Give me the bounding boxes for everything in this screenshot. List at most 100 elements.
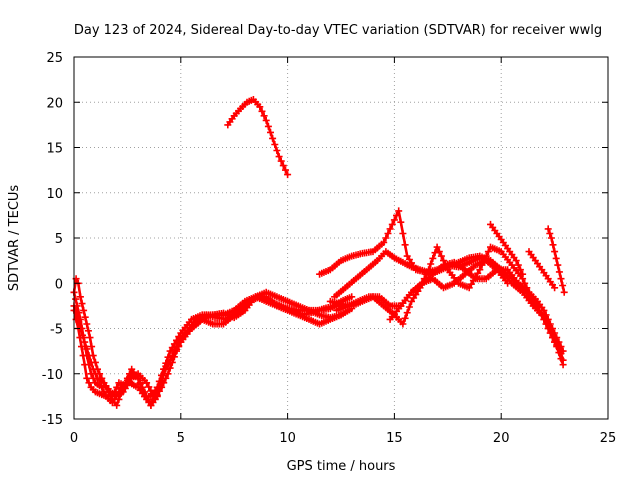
data-point-marker (380, 239, 388, 246)
data-point-marker (168, 358, 176, 366)
data-point-marker (269, 134, 277, 142)
data-point-marker (555, 338, 563, 346)
data-point-marker (264, 122, 272, 130)
data-point-marker (168, 344, 176, 351)
data-point-marker (145, 383, 153, 391)
data-point-marker (403, 309, 411, 317)
data-point-marker (519, 270, 527, 278)
data-point-marker (546, 320, 554, 328)
data-point-marker (83, 352, 91, 360)
data-point-marker (405, 303, 413, 311)
data-point-marker (76, 293, 84, 301)
data-point-marker (551, 248, 559, 256)
data-point-marker (273, 147, 281, 154)
y-tick-label: 10 (46, 187, 63, 202)
data-point-marker (399, 320, 407, 328)
series-line (489, 223, 524, 276)
y-tick-labels: 25 20 15 10 5 0 -5 -10 -15 (42, 51, 63, 428)
data-point-marker (390, 216, 398, 224)
data-point-marker (85, 379, 93, 387)
data-point-marker (113, 383, 121, 391)
data-point-marker (557, 343, 565, 351)
data-point-marker (138, 386, 146, 394)
data-point-marker (84, 327, 92, 335)
series-arc-5 (224, 96, 292, 179)
data-point-marker (73, 302, 81, 310)
data-point-marker (260, 112, 268, 120)
data-point-marker (399, 230, 407, 237)
data-point-marker (337, 311, 345, 319)
data-point-marker (164, 370, 172, 378)
data-point-marker (467, 280, 475, 288)
series-arc-10 (386, 257, 512, 323)
data-point-marker (282, 166, 289, 174)
data-point-marker (557, 355, 565, 363)
data-point-marker (87, 370, 95, 378)
data-point-marker (542, 311, 550, 319)
data-point-marker (277, 157, 285, 165)
data-point-marker (160, 379, 168, 387)
data-point-marker (256, 103, 264, 111)
data-point-marker (267, 128, 274, 136)
data-point-marker (151, 395, 159, 403)
data-point-marker (80, 334, 88, 342)
data-point-marker (170, 353, 178, 361)
y-tick-label: -5 (50, 323, 63, 338)
y-axis-label: SDTVAR / TECUs (7, 185, 22, 292)
data-point-marker (258, 107, 266, 115)
data-point-marker (86, 334, 94, 342)
data-point-marker (395, 207, 403, 215)
data-point-marker (547, 234, 555, 242)
data-point-marker (559, 361, 567, 369)
data-point-marker (275, 153, 283, 161)
data-point-marker (262, 116, 270, 124)
series-arc-2 (70, 288, 356, 409)
series-arc-4 (70, 275, 347, 403)
data-point-marker (162, 374, 170, 382)
data-point-marker (397, 218, 405, 226)
data-point-marker (544, 225, 552, 233)
data-point-marker (284, 171, 292, 179)
x-tick-labels: 0 5 10 15 20 25 (70, 431, 616, 446)
x-tick-label: 25 (600, 431, 617, 446)
data-point-marker (433, 243, 441, 251)
data-point-marker (155, 377, 163, 385)
data-point-marker (177, 338, 185, 346)
data-point-marker (465, 284, 473, 292)
y-tick-label: 5 (55, 232, 63, 247)
data-point-marker (386, 225, 394, 233)
data-point-marker (173, 347, 180, 355)
data-point-marker (551, 284, 559, 292)
data-point-marker (81, 313, 89, 321)
data-point-marker (476, 266, 484, 274)
data-point-marker (549, 325, 556, 332)
data-point-marker (108, 399, 116, 407)
data-point-marker (166, 364, 174, 372)
data-point-marker (143, 379, 151, 387)
y-tick-label: 25 (46, 51, 63, 66)
x-tick-label: 5 (177, 431, 185, 446)
data-point-marker (89, 352, 97, 360)
data-point-marker (75, 309, 83, 317)
data-point-marker (382, 234, 390, 242)
data-point-marker (388, 220, 396, 228)
series-group (70, 96, 568, 409)
data-point-marker (126, 370, 133, 378)
data-point-marker (435, 248, 443, 256)
data-point-marker (98, 383, 106, 391)
data-point-marker (98, 374, 106, 382)
data-point-marker (175, 343, 183, 351)
data-point-marker (96, 370, 104, 378)
y-tick-label: 20 (46, 96, 63, 111)
data-point-marker (279, 162, 287, 170)
data-point-marker (393, 211, 400, 219)
x-tick-label: 15 (386, 431, 403, 446)
data-point-marker (88, 343, 96, 351)
data-point-marker (516, 266, 524, 274)
x-tick-label: 0 (70, 431, 78, 446)
data-point-marker (136, 380, 144, 388)
data-point-marker (554, 261, 562, 269)
data-point-marker (514, 261, 522, 269)
data-point-marker (401, 241, 409, 249)
